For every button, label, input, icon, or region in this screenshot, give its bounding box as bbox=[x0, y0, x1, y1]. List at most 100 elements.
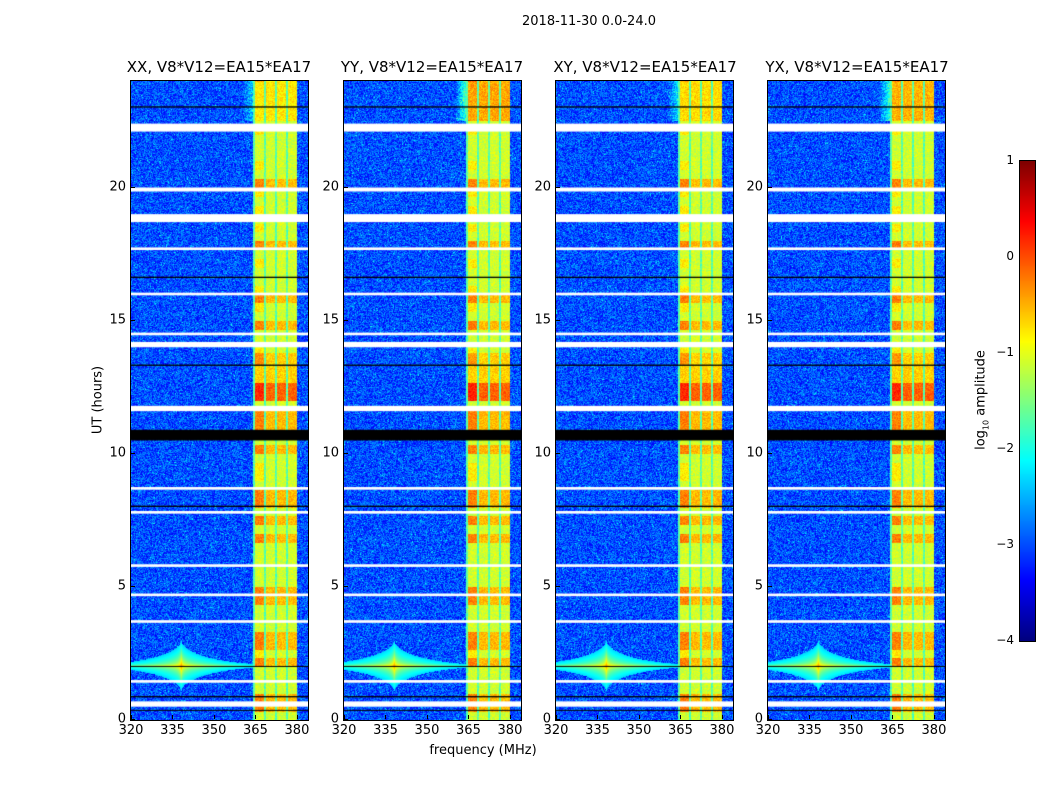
y-tick-mark bbox=[131, 452, 135, 454]
x-tick-label: 365 bbox=[456, 723, 481, 738]
x-tick-mark bbox=[509, 715, 511, 719]
y-tick-label: 10 bbox=[322, 445, 339, 461]
y-tick-label: 20 bbox=[322, 179, 339, 194]
y-tick-mark bbox=[131, 585, 135, 587]
panel-title-xy: XY, V8*V12=EA15*EA17 bbox=[553, 58, 737, 76]
x-tick-mark bbox=[850, 715, 852, 719]
heatmap-panel-yx bbox=[767, 80, 946, 721]
y-tick-label: 15 bbox=[109, 312, 126, 328]
colorbar-tick-label: 1 bbox=[1006, 153, 1014, 167]
y-tick-mark bbox=[344, 585, 348, 587]
colorbar-label-main: log bbox=[973, 430, 989, 450]
x-tick-mark bbox=[597, 715, 599, 719]
x-tick-mark bbox=[468, 715, 470, 719]
x-tick-mark bbox=[296, 715, 298, 719]
y-tick-label: 20 bbox=[746, 179, 763, 194]
colorbar-tick-label: 0 bbox=[1006, 249, 1014, 263]
x-tick-mark bbox=[385, 715, 387, 719]
x-tick-label: 350 bbox=[414, 723, 440, 738]
x-tick-label: 350 bbox=[838, 723, 864, 738]
y-tick-mark bbox=[768, 585, 772, 587]
heatmap-panel-yy bbox=[343, 80, 522, 721]
x-axis-label: frequency (MHz) bbox=[429, 743, 537, 758]
y-tick-label: 15 bbox=[534, 312, 551, 328]
y-tick-label: 10 bbox=[746, 445, 763, 461]
y-tick-label: 10 bbox=[109, 445, 126, 461]
y-tick-mark bbox=[131, 319, 135, 321]
x-tick-label: 380 bbox=[497, 723, 523, 738]
y-tick-mark bbox=[556, 585, 560, 587]
x-tick-mark bbox=[809, 715, 811, 719]
x-tick-mark bbox=[131, 715, 132, 719]
x-tick-label: 350 bbox=[201, 723, 227, 738]
x-tick-mark bbox=[426, 715, 428, 719]
y-tick-mark bbox=[344, 452, 348, 454]
y-tick-label: 0 bbox=[542, 711, 551, 727]
y-tick-mark bbox=[344, 719, 348, 720]
colorbar-label: log10 amplitude bbox=[974, 350, 991, 450]
x-tick-label: 365 bbox=[243, 723, 268, 738]
x-tick-mark bbox=[768, 715, 769, 719]
y-tick-mark bbox=[556, 719, 560, 720]
y-tick-label: 5 bbox=[330, 578, 339, 594]
x-tick-mark bbox=[255, 715, 257, 719]
x-tick-label: 320 bbox=[543, 723, 569, 738]
x-tick-label: 365 bbox=[668, 723, 693, 738]
x-tick-label: 335 bbox=[797, 723, 822, 738]
x-tick-mark bbox=[344, 715, 345, 719]
y-tick-mark bbox=[768, 719, 772, 720]
x-tick-mark bbox=[556, 715, 557, 719]
x-tick-label: 380 bbox=[921, 723, 947, 738]
x-tick-label: 380 bbox=[284, 723, 310, 738]
panel-title-yx: YX, V8*V12=EA15*EA17 bbox=[765, 58, 949, 76]
y-tick-label: 10 bbox=[534, 445, 551, 461]
heatmap-yx bbox=[768, 81, 945, 720]
y-tick-label: 15 bbox=[322, 312, 339, 328]
heatmap-xy bbox=[556, 81, 733, 720]
heatmap-panel-xx bbox=[130, 80, 309, 721]
y-axis-label: UT (hours) bbox=[90, 365, 106, 435]
heatmap-panel-xy bbox=[555, 80, 734, 721]
colorbar-tick-label: −4 bbox=[996, 633, 1014, 647]
x-tick-mark bbox=[172, 715, 174, 719]
x-tick-label: 380 bbox=[709, 723, 735, 738]
y-tick-label: 0 bbox=[754, 711, 763, 727]
x-tick-mark bbox=[213, 715, 215, 719]
heatmap-xx bbox=[131, 81, 308, 720]
heatmap-yy bbox=[344, 81, 521, 720]
y-tick-mark bbox=[131, 186, 135, 188]
y-tick-mark bbox=[344, 186, 348, 188]
x-tick-label: 320 bbox=[118, 723, 144, 738]
colorbar-tick-label: −1 bbox=[996, 345, 1014, 359]
colorbar bbox=[1019, 160, 1036, 642]
y-tick-mark bbox=[768, 186, 772, 188]
x-tick-label: 350 bbox=[626, 723, 652, 738]
x-tick-label: 320 bbox=[331, 723, 357, 738]
y-tick-label: 0 bbox=[117, 711, 126, 727]
panel-title-xx: XX, V8*V12=EA15*EA17 bbox=[126, 58, 312, 76]
x-tick-mark bbox=[933, 715, 935, 719]
y-tick-mark bbox=[344, 319, 348, 321]
x-tick-label: 335 bbox=[585, 723, 610, 738]
y-tick-mark bbox=[768, 452, 772, 454]
y-tick-label: 5 bbox=[542, 578, 551, 594]
y-tick-label: 20 bbox=[109, 179, 126, 194]
y-tick-mark bbox=[556, 452, 560, 454]
x-tick-label: 365 bbox=[880, 723, 905, 738]
y-tick-mark bbox=[556, 319, 560, 321]
x-tick-mark bbox=[680, 715, 682, 719]
panel-title-yy: YY, V8*V12=EA15*EA17 bbox=[340, 58, 524, 76]
colorbar-label-rest: amplitude bbox=[973, 350, 989, 420]
colorbar-label-sub: 10 bbox=[981, 419, 991, 431]
y-tick-mark bbox=[131, 719, 135, 720]
x-tick-label: 335 bbox=[160, 723, 185, 738]
colorbar-tick-label: −3 bbox=[996, 537, 1014, 551]
y-tick-label: 5 bbox=[117, 578, 126, 594]
y-tick-label: 15 bbox=[746, 312, 763, 328]
colorbar-tick-label: −2 bbox=[996, 441, 1014, 455]
x-tick-label: 320 bbox=[755, 723, 781, 738]
y-tick-label: 20 bbox=[534, 179, 551, 194]
y-tick-label: 5 bbox=[754, 578, 763, 594]
x-tick-mark bbox=[892, 715, 894, 719]
